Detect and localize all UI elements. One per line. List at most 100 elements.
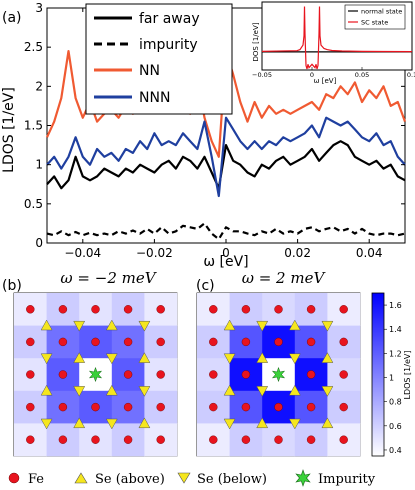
- inset-plot: −0.05 0 0.05 0.1 DOS [1/eV] ω [eV] normal s…: [252, 1, 415, 85]
- se-below-marker: [138, 386, 151, 397]
- se-above-marker: [288, 384, 301, 396]
- se-above-marker: [73, 352, 86, 363]
- fe-marker: [58, 337, 68, 347]
- panel-a-ylabel: LDOS [1/eV]: [1, 87, 17, 173]
- y-tick-label: 0.5: [24, 197, 43, 211]
- fe-marker: [91, 402, 100, 412]
- inset-ylabel: DOS [1/eV]: [252, 22, 260, 61]
- fe-marker: [209, 337, 218, 347]
- panel-b-title: ω = −2 meV: [60, 269, 157, 287]
- colorbar-tick-label: 0.4: [389, 446, 402, 455]
- fe-marker: [241, 402, 251, 412]
- panel-a-xlabel: ω [eV]: [203, 254, 248, 270]
- se-below-marker: [288, 418, 301, 430]
- legend-se-above: Se (above): [95, 472, 165, 487]
- fe-marker: [156, 305, 165, 314]
- fe-marker: [306, 337, 316, 347]
- se-above-marker: [256, 417, 269, 429]
- fe-marker: [339, 337, 348, 347]
- se-above-marker: [105, 319, 118, 331]
- colorbar: 0.4 0.6 0.8 1 1.2 1.4 1.6 LDOS [1/eV]: [371, 292, 412, 457]
- legend-se-below-icon: [177, 472, 191, 484]
- fe-marker: [339, 370, 348, 379]
- fe-marker: [123, 305, 133, 314]
- panel-c-label: (c): [196, 278, 215, 294]
- fe-marker: [306, 370, 316, 379]
- se-above-marker: [40, 384, 53, 396]
- se-below-marker: [288, 353, 301, 365]
- inset-ticks: −0.05 0 0.05 0.1: [252, 67, 415, 79]
- colorbar-tick-label: 0.8: [389, 398, 402, 407]
- inset-xlabel: ω [eV]: [314, 77, 337, 85]
- se-above-marker: [40, 319, 53, 331]
- fe-marker: [58, 305, 68, 314]
- colorbar-ticks: 0.4 0.6 0.8 1 1.2 1.4 1.6: [384, 301, 402, 455]
- fe-marker: [91, 305, 100, 314]
- fe-marker: [123, 435, 133, 444]
- panel-c-title: ω = 2 meV: [242, 269, 327, 287]
- fe-marker: [123, 402, 133, 412]
- series-line-far-away: [46, 140, 406, 190]
- colorbar-tick-label: 1.4: [389, 325, 402, 334]
- se-below-marker: [256, 320, 269, 332]
- fe-marker: [58, 435, 68, 444]
- inset-series-line-SC-state: [261, 6, 413, 70]
- se-above-marker: [223, 319, 236, 331]
- fe-marker: [26, 402, 35, 412]
- legend-se-above-icon: [74, 472, 88, 484]
- series-line-impurity: [46, 222, 406, 241]
- panel-a-legend: far away impurity NN NNN: [85, 3, 233, 115]
- y-tick-label: 1: [35, 158, 43, 172]
- panel-a: (a) −0.04 −0.02 0 0.02 0.04 0 0.5 1 1.5 2 2.5 3 ω […: [1, 1, 415, 270]
- colorbar-tick-label: 1: [389, 374, 394, 383]
- colorbar-gradient: [371, 292, 385, 457]
- panel-a-label: (a): [2, 10, 22, 26]
- impurity-marker: [88, 366, 103, 383]
- fe-marker: [241, 435, 251, 444]
- se-above-marker: [321, 417, 334, 429]
- fe-marker: [274, 305, 283, 314]
- fe-marker: [339, 402, 348, 412]
- se-below-marker: [73, 320, 86, 332]
- fe-marker: [209, 435, 218, 444]
- fe-marker: [26, 370, 35, 379]
- fe-marker: [209, 402, 218, 412]
- legend-fe: Fe: [28, 472, 44, 487]
- se-above-marker: [138, 352, 151, 363]
- panel-b-heatmap: [13, 292, 178, 457]
- se-above-marker: [288, 319, 301, 331]
- x-tick-label: 0.04: [356, 246, 383, 260]
- panel-c-heatmap: [196, 292, 361, 457]
- legend-impurity-icon: [295, 469, 311, 487]
- se-below-marker: [105, 353, 118, 365]
- legend-impurity: Impurity: [318, 472, 376, 487]
- fe-marker: [306, 402, 316, 412]
- inset-series: [261, 6, 413, 70]
- legend-label-nnn: NNN: [139, 90, 170, 106]
- colorbar-tick-label: 1.2: [389, 349, 402, 358]
- inset-x-tick-label: 0.05: [355, 71, 369, 79]
- fe-marker: [274, 435, 283, 444]
- fe-marker: [26, 435, 35, 444]
- x-tick-label: −0.04: [64, 246, 101, 260]
- fe-marker: [306, 435, 316, 444]
- x-tick-label: 0.02: [284, 246, 311, 260]
- legend-label-impurity: impurity: [139, 37, 198, 53]
- fe-marker: [156, 435, 165, 444]
- inset-x-tick-label: 0.1: [407, 71, 415, 79]
- fe-marker: [156, 370, 165, 379]
- fe-marker: [339, 305, 348, 314]
- legend-fe-icon: [8, 472, 20, 484]
- colorbar-tick-label: 1.6: [389, 301, 402, 310]
- fe-marker: [156, 402, 165, 412]
- panel-b-label: (b): [2, 278, 22, 294]
- se-below-marker: [40, 418, 53, 430]
- se-below-marker: [40, 353, 53, 365]
- fe-marker: [58, 370, 68, 379]
- se-below-marker: [223, 418, 236, 430]
- fe-marker: [26, 337, 35, 347]
- fe-marker: [123, 370, 133, 379]
- fe-marker: [306, 305, 316, 314]
- legend-label-far-away: far away: [139, 11, 200, 27]
